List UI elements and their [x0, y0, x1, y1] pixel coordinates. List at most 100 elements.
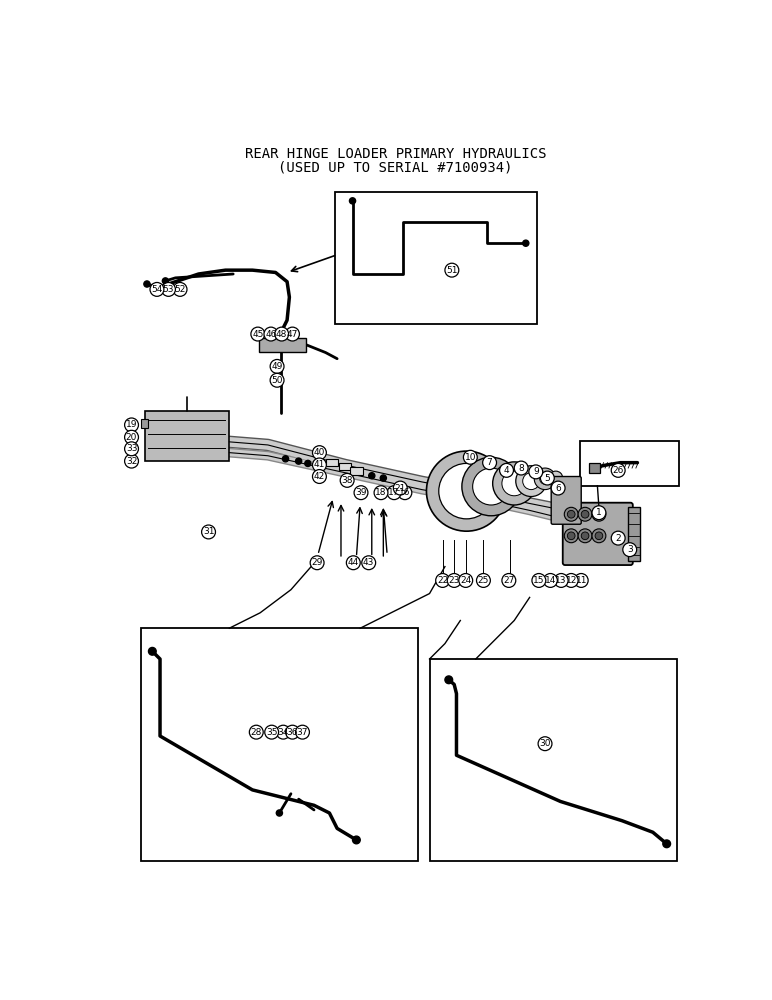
- Circle shape: [493, 462, 536, 505]
- Circle shape: [148, 647, 156, 655]
- Circle shape: [623, 543, 637, 557]
- Text: 21: 21: [394, 484, 406, 493]
- Text: 25: 25: [478, 576, 489, 585]
- Circle shape: [543, 574, 557, 587]
- Circle shape: [340, 473, 354, 487]
- Circle shape: [611, 463, 625, 477]
- Text: 51: 51: [446, 266, 458, 275]
- Text: 14: 14: [545, 576, 556, 585]
- Circle shape: [574, 574, 588, 587]
- Text: 5: 5: [544, 474, 550, 483]
- Circle shape: [369, 473, 375, 479]
- Circle shape: [124, 454, 138, 468]
- Circle shape: [161, 282, 175, 296]
- Circle shape: [564, 507, 578, 521]
- Circle shape: [276, 810, 283, 816]
- Bar: [326, 459, 338, 466]
- Circle shape: [265, 725, 279, 739]
- Circle shape: [564, 529, 578, 543]
- Text: 26: 26: [612, 466, 624, 475]
- Text: 49: 49: [272, 362, 283, 371]
- FancyBboxPatch shape: [563, 503, 633, 565]
- Text: 42: 42: [313, 472, 325, 481]
- Circle shape: [270, 373, 284, 387]
- Circle shape: [388, 486, 401, 500]
- Text: 31: 31: [203, 527, 215, 536]
- Circle shape: [663, 840, 671, 848]
- Circle shape: [595, 510, 603, 518]
- Text: 54: 54: [151, 285, 163, 294]
- Circle shape: [445, 263, 459, 277]
- Circle shape: [514, 461, 528, 475]
- Text: 4: 4: [503, 466, 510, 475]
- Text: 50: 50: [271, 376, 283, 385]
- Circle shape: [540, 471, 554, 485]
- Circle shape: [251, 327, 265, 341]
- Circle shape: [313, 458, 327, 472]
- Text: 17: 17: [388, 488, 400, 497]
- Bar: [339, 463, 351, 470]
- Circle shape: [462, 457, 520, 516]
- Bar: [589, 463, 601, 473]
- Circle shape: [310, 556, 324, 570]
- Circle shape: [381, 475, 387, 481]
- Circle shape: [305, 460, 311, 467]
- Circle shape: [313, 446, 327, 460]
- Text: 37: 37: [296, 728, 308, 737]
- Circle shape: [463, 450, 477, 464]
- Circle shape: [347, 556, 361, 570]
- Bar: [144, 411, 229, 461]
- Circle shape: [472, 468, 510, 505]
- Circle shape: [276, 725, 290, 739]
- Bar: [141, 419, 148, 428]
- Circle shape: [459, 574, 472, 587]
- Circle shape: [286, 327, 300, 341]
- Circle shape: [564, 574, 578, 587]
- Text: 47: 47: [286, 330, 298, 339]
- Bar: [335, 192, 537, 324]
- Circle shape: [394, 481, 407, 495]
- Circle shape: [350, 198, 356, 204]
- Circle shape: [124, 430, 138, 444]
- Circle shape: [592, 507, 606, 521]
- Text: 40: 40: [313, 448, 325, 457]
- Text: 41: 41: [313, 460, 325, 469]
- Text: 23: 23: [449, 576, 460, 585]
- Circle shape: [534, 468, 556, 490]
- Text: 32: 32: [126, 457, 137, 466]
- Circle shape: [275, 327, 289, 341]
- Circle shape: [270, 359, 284, 373]
- Circle shape: [611, 531, 625, 545]
- Circle shape: [540, 473, 550, 484]
- Bar: [429, 659, 678, 861]
- Circle shape: [578, 529, 592, 543]
- Text: 12: 12: [566, 576, 577, 585]
- Text: 29: 29: [311, 558, 323, 567]
- Text: 2: 2: [615, 534, 621, 543]
- Bar: [350, 467, 363, 475]
- Text: 33: 33: [126, 444, 137, 453]
- Text: 10: 10: [465, 453, 476, 462]
- Text: 39: 39: [355, 488, 367, 497]
- Circle shape: [592, 529, 606, 543]
- Text: 19: 19: [126, 420, 137, 429]
- Circle shape: [549, 471, 563, 485]
- Circle shape: [353, 836, 361, 844]
- Circle shape: [445, 676, 452, 684]
- Circle shape: [150, 282, 164, 296]
- Text: 15: 15: [533, 576, 544, 585]
- Text: 45: 45: [252, 330, 263, 339]
- Circle shape: [532, 574, 546, 587]
- Circle shape: [173, 282, 187, 296]
- Circle shape: [374, 486, 388, 500]
- Circle shape: [595, 532, 603, 540]
- Text: 30: 30: [540, 739, 550, 748]
- Circle shape: [426, 451, 506, 531]
- Text: 43: 43: [363, 558, 374, 567]
- Circle shape: [567, 532, 575, 540]
- Text: 11: 11: [575, 576, 587, 585]
- Text: 9: 9: [533, 467, 539, 476]
- Text: 27: 27: [503, 576, 514, 585]
- Circle shape: [435, 574, 449, 587]
- Circle shape: [476, 574, 490, 587]
